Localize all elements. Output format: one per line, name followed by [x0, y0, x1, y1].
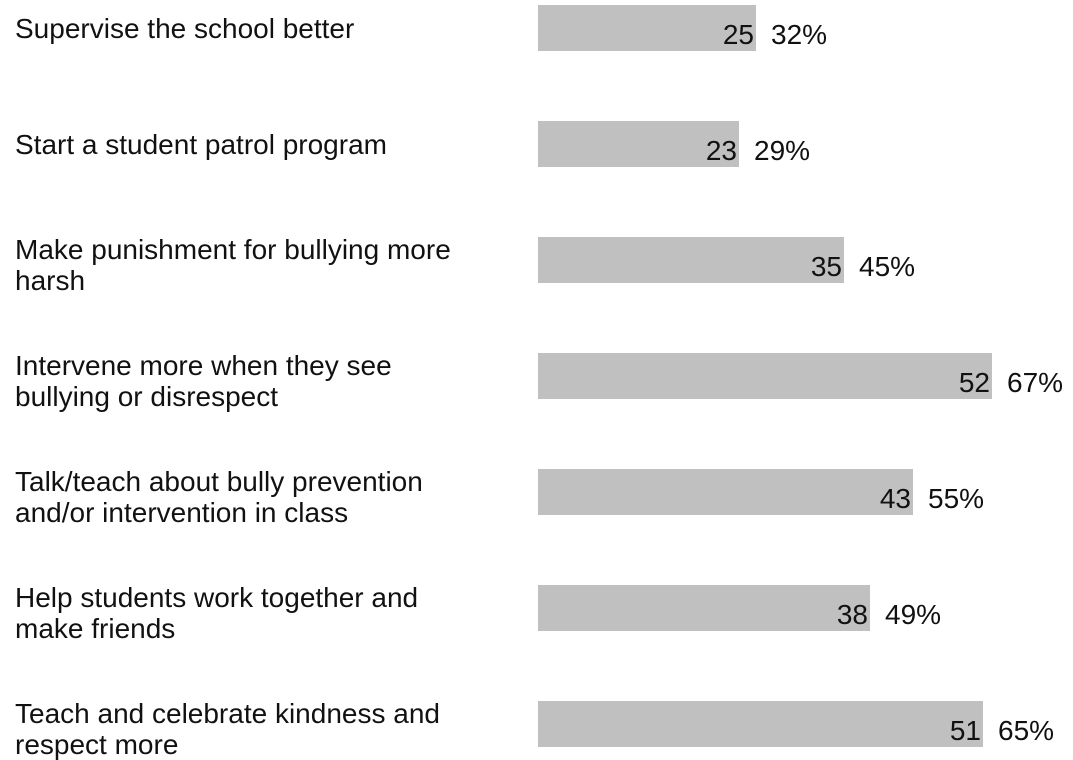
bar-percent-label: 32% [771, 19, 828, 50]
bar-value-label: 23 [705, 135, 737, 166]
bar-value-label: 52 [958, 367, 990, 398]
category-label-line: Start a student patrol program [15, 129, 387, 160]
bar-percent-label: 67% [1007, 367, 1064, 398]
bar-value-label: 51 [949, 715, 981, 746]
bar-percent-label: 45% [859, 251, 916, 282]
category-label-line: make friends [15, 613, 176, 644]
category-label: Make punishment for bullying more harsh [15, 234, 525, 296]
category-label-line: harsh [15, 265, 86, 296]
category-label: Start a student patrol program [15, 129, 525, 160]
category-label: Talk/teach about bully prevention and/or … [15, 466, 525, 528]
category-label: Help students work together and make frie… [15, 582, 525, 644]
category-label-line: Supervise the school better [15, 13, 355, 44]
category-label-line: Teach and celebrate kindness and [15, 698, 440, 729]
bar [538, 5, 756, 51]
bar [538, 469, 913, 515]
category-label-line: Help students work together and [15, 582, 419, 613]
bar [538, 585, 870, 631]
category-label-line: Make punishment for bullying more [15, 234, 451, 265]
category-label-line: respect more [15, 729, 179, 760]
category-label: Teach and celebrate kindness and respect … [15, 698, 525, 760]
bar-percent-label: 65% [998, 715, 1055, 746]
category-label-line: Talk/teach about bully prevention [15, 466, 423, 497]
category-label: Supervise the school better [15, 13, 525, 44]
bar-percent-label: 29% [754, 135, 811, 166]
category-label: Intervene more when they see bullying or … [15, 350, 525, 412]
bar [538, 121, 739, 167]
bar [538, 353, 992, 399]
bar-value-label: 43 [879, 483, 911, 514]
bar-value-label: 38 [836, 599, 868, 630]
bar-value-label: 25 [722, 19, 754, 50]
bar [538, 701, 983, 747]
bar-percent-label: 49% [885, 599, 942, 630]
bar [538, 237, 844, 283]
bar-percent-label: 55% [928, 483, 985, 514]
category-label-line: and/or intervention in class [15, 497, 349, 528]
category-label-line: Intervene more when they see [15, 350, 392, 381]
category-label-line: bullying or disrespect [15, 381, 279, 412]
bar-value-label: 35 [810, 251, 842, 282]
